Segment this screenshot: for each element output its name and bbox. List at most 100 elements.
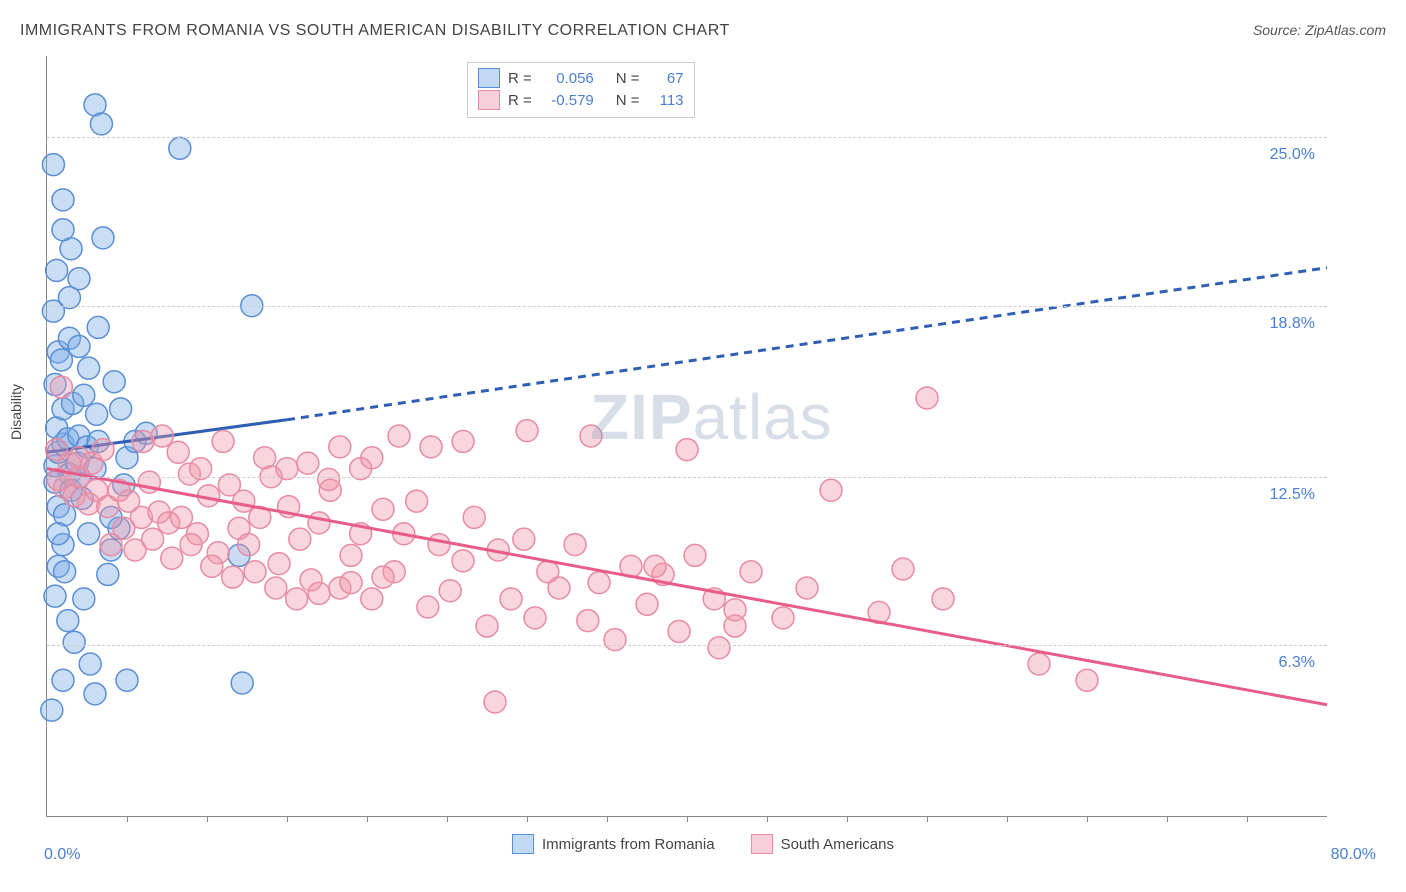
x-tick: [527, 816, 528, 822]
data-point: [428, 534, 450, 556]
data-point: [932, 588, 954, 610]
chart-title: IMMIGRANTS FROM ROMANIA VS SOUTH AMERICA…: [20, 22, 730, 40]
data-point: [476, 615, 498, 637]
data-point: [52, 189, 74, 211]
n-label: N =: [616, 92, 640, 109]
x-tick: [607, 816, 608, 822]
data-point: [233, 490, 255, 512]
n-label: N =: [616, 70, 640, 87]
data-point: [516, 420, 538, 442]
source-label: Source: ZipAtlas.com: [1253, 22, 1386, 38]
legend-bottom-entry: South Americans: [751, 834, 894, 854]
correlation-legend: R = 0.056 N = 67 R =-0.579N =113: [467, 62, 695, 118]
data-point: [92, 227, 114, 249]
data-point: [73, 588, 95, 610]
data-point: [46, 439, 68, 461]
data-point: [86, 403, 108, 425]
r-label: R =: [508, 92, 532, 109]
data-point: [820, 479, 842, 501]
trend-line-extrapolated: [287, 268, 1327, 420]
r-value: 0.056: [540, 70, 594, 87]
gridline: [47, 137, 1327, 138]
gridline: [47, 645, 1327, 646]
data-point: [340, 544, 362, 566]
data-point: [92, 439, 114, 461]
data-point: [87, 316, 109, 338]
data-point: [513, 528, 535, 550]
data-point: [254, 447, 276, 469]
data-point: [97, 563, 119, 585]
data-point: [676, 439, 698, 461]
data-point: [580, 425, 602, 447]
data-point: [170, 506, 192, 528]
data-point: [231, 672, 253, 694]
data-point: [644, 555, 666, 577]
x-tick: [447, 816, 448, 822]
data-point: [116, 669, 138, 691]
n-value: 67: [648, 70, 684, 87]
data-point: [564, 534, 586, 556]
data-point: [636, 593, 658, 615]
x-tick: [127, 816, 128, 822]
data-point: [361, 447, 383, 469]
y-tick-label: 25.0%: [1270, 146, 1315, 164]
legend-top-row: R = 0.056 N = 67: [478, 67, 684, 89]
data-point: [340, 572, 362, 594]
data-point: [484, 691, 506, 713]
data-point: [604, 629, 626, 651]
data-point: [244, 561, 266, 583]
data-point: [286, 588, 308, 610]
r-label: R =: [508, 70, 532, 87]
data-point: [42, 154, 64, 176]
data-point: [52, 219, 74, 241]
x-tick: [1087, 816, 1088, 822]
data-point: [78, 523, 100, 545]
data-point: [47, 523, 69, 545]
data-point: [548, 577, 570, 599]
data-point: [740, 561, 762, 583]
plot-area: R =0.056N =67R =-0.579N =113 6.3%12.5%18…: [46, 56, 1327, 817]
data-point: [68, 268, 90, 290]
data-point: [110, 398, 132, 420]
y-tick-label: 6.3%: [1279, 654, 1315, 672]
chart-svg: [47, 56, 1327, 816]
data-point: [372, 566, 394, 588]
gridline: [47, 477, 1327, 478]
data-point: [63, 631, 85, 653]
legend-series-label: South Americans: [781, 836, 894, 853]
data-point: [916, 387, 938, 409]
legend-swatch: [512, 834, 534, 854]
data-point: [329, 436, 351, 458]
data-point: [142, 528, 164, 550]
x-tick: [767, 816, 768, 822]
data-point: [439, 580, 461, 602]
legend-swatch: [751, 834, 773, 854]
y-axis-label: Disability: [8, 384, 24, 440]
data-point: [668, 620, 690, 642]
data-point: [796, 577, 818, 599]
data-point: [463, 506, 485, 528]
data-point: [372, 498, 394, 520]
data-point: [212, 430, 234, 452]
data-point: [78, 357, 100, 379]
data-point: [44, 585, 66, 607]
legend-bottom-entry: Immigrants from Romania: [512, 834, 715, 854]
legend-swatch: [478, 68, 500, 88]
legend-top-row: R =-0.579N =113: [478, 89, 684, 111]
data-point: [41, 699, 63, 721]
x-tick: [1007, 816, 1008, 822]
data-point: [772, 607, 794, 629]
gridline: [47, 306, 1327, 307]
x-tick: [847, 816, 848, 822]
data-point: [161, 547, 183, 569]
data-point: [169, 137, 191, 159]
data-point: [90, 113, 112, 135]
data-point: [54, 561, 76, 583]
data-point: [417, 596, 439, 618]
data-point: [222, 566, 244, 588]
data-point: [68, 335, 90, 357]
x-tick: [1167, 816, 1168, 822]
data-point: [201, 555, 223, 577]
data-point: [308, 512, 330, 534]
data-point: [151, 425, 173, 447]
